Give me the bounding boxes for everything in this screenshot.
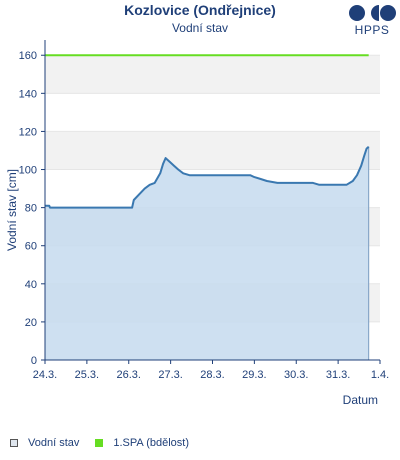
tick-labels: 0 20 40 60 80 100 120 140 160 24.3. 25.3. 26.3. 27.3… xyxy=(19,50,390,381)
y-tick-label: 0 xyxy=(31,355,37,367)
legend-swatch-spa xyxy=(95,439,104,447)
y-tick-label: 120 xyxy=(19,126,37,138)
y-tick-label: 140 xyxy=(19,88,37,100)
logo-mark-icon xyxy=(349,5,396,21)
y-tick-label: 20 xyxy=(25,317,37,329)
x-axis-label: Datum xyxy=(343,393,378,407)
grid-band xyxy=(45,131,380,170)
legend-label-water-level: Vodní stav xyxy=(28,437,80,449)
water-level-chart: 0 20 40 60 80 100 120 140 160 24.3. 25.3. 26.3. 27.3… xyxy=(5,40,390,407)
data-area xyxy=(45,146,370,360)
y-tick-label: 80 xyxy=(25,203,37,215)
x-tick-label: 30.3. xyxy=(284,369,308,381)
legend: Vodní stav 1.SPA (bdělost) xyxy=(10,437,205,449)
legend-item-spa[interactable]: 1.SPA (bdělost) xyxy=(95,437,189,449)
data-lines xyxy=(45,54,370,209)
water-level-line xyxy=(45,145,370,209)
logo-text: HPPS xyxy=(354,23,390,37)
y-tick-label: 100 xyxy=(19,165,37,177)
water-level-area xyxy=(45,146,369,360)
hpps-logo: HPPS xyxy=(348,4,396,40)
legend-label-spa: 1.SPA (bdělost) xyxy=(113,437,189,449)
x-tick-label: 29.3. xyxy=(242,369,266,381)
chart-subtitle: Vodní stav xyxy=(171,21,229,35)
y-tick-label: 160 xyxy=(19,50,37,62)
x-tick-label: 26.3. xyxy=(117,369,141,381)
grid-band xyxy=(45,55,380,94)
x-tick-label: 24.3. xyxy=(33,369,57,381)
x-tick-label: 1.4. xyxy=(371,369,389,381)
x-tick-label: 25.3. xyxy=(75,369,99,381)
legend-swatch-water-level xyxy=(10,439,18,447)
chart-title: Kozlovice (Ondřejnice) xyxy=(124,2,276,18)
y-axis-label: Vodní stav [cm] xyxy=(5,169,19,251)
y-tick-label: 40 xyxy=(25,279,37,291)
x-tick-label: 31.3. xyxy=(326,369,350,381)
y-tick-label: 60 xyxy=(25,241,37,253)
x-tick-label: 27.3. xyxy=(158,369,182,381)
legend-item-water-level[interactable]: Vodní stav xyxy=(10,437,79,449)
axes xyxy=(41,40,381,364)
x-tick-label: 28.3. xyxy=(200,369,224,381)
